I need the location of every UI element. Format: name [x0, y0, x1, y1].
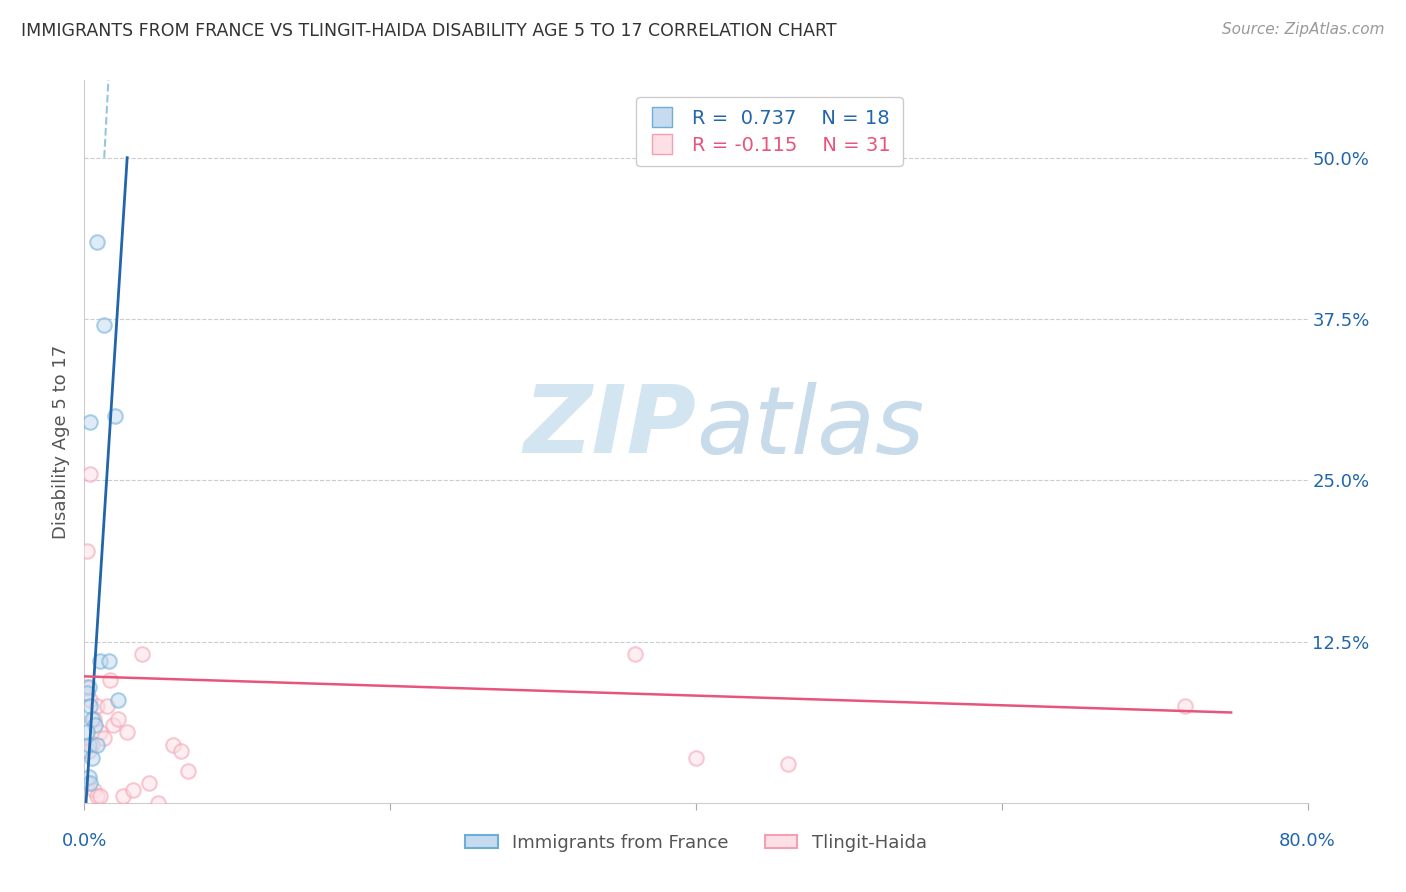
Point — [84, 718, 107, 732]
Point — [76, 776, 98, 790]
Text: IMMIGRANTS FROM FRANCE VS TLINGIT-HAIDA DISABILITY AGE 5 TO 17 CORRELATION CHART: IMMIGRANTS FROM FRANCE VS TLINGIT-HAIDA … — [21, 22, 837, 40]
Point — [77, 770, 100, 784]
Point — [107, 692, 129, 706]
Point — [131, 648, 153, 662]
Point — [79, 415, 101, 429]
Point — [83, 712, 105, 726]
Point — [111, 789, 134, 804]
Text: 80.0%: 80.0% — [1279, 831, 1336, 850]
Point — [76, 724, 98, 739]
Point — [89, 724, 111, 739]
Point — [93, 318, 115, 333]
Point — [80, 750, 103, 764]
Point — [177, 764, 200, 778]
Point — [89, 789, 111, 804]
Legend: Immigrants from France, Tlingit-Haida: Immigrants from France, Tlingit-Haida — [458, 826, 934, 859]
Text: Source: ZipAtlas.com: Source: ZipAtlas.com — [1222, 22, 1385, 37]
Point — [685, 750, 707, 764]
Point — [79, 467, 101, 481]
Point — [86, 699, 108, 714]
Point — [122, 783, 145, 797]
Point — [146, 796, 169, 810]
Y-axis label: Disability Age 5 to 17: Disability Age 5 to 17 — [52, 344, 70, 539]
Point — [103, 718, 125, 732]
Text: ZIP: ZIP — [523, 381, 696, 473]
Point — [79, 776, 101, 790]
Point — [80, 712, 103, 726]
Text: atlas: atlas — [696, 382, 924, 473]
Point — [96, 699, 118, 714]
Point — [89, 654, 111, 668]
Point — [75, 680, 97, 694]
Point — [76, 686, 98, 700]
Point — [104, 409, 127, 423]
Point — [1174, 699, 1197, 714]
Point — [77, 738, 100, 752]
Point — [162, 738, 184, 752]
Point — [77, 680, 100, 694]
Point — [98, 673, 121, 688]
Point — [77, 744, 100, 758]
Point — [776, 757, 799, 772]
Point — [83, 783, 105, 797]
Point — [138, 776, 160, 790]
Point — [86, 738, 108, 752]
Point — [93, 731, 115, 746]
Point — [86, 789, 108, 804]
Point — [76, 544, 98, 558]
Point — [80, 738, 103, 752]
Point — [624, 648, 647, 662]
Text: 0.0%: 0.0% — [62, 831, 107, 850]
Point — [79, 692, 101, 706]
Point — [97, 654, 120, 668]
Point — [115, 724, 138, 739]
Point — [86, 235, 108, 249]
Point — [79, 699, 101, 714]
Point — [107, 712, 129, 726]
Point — [170, 744, 193, 758]
